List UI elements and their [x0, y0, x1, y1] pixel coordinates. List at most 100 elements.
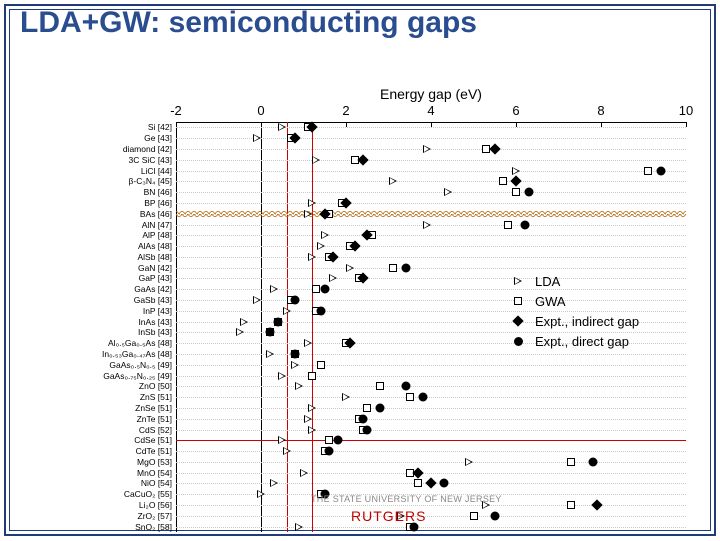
legend-label: Expt., indirect gap [535, 314, 639, 329]
highlight-vline [312, 122, 313, 532]
x-tick-mark [601, 122, 602, 127]
data-marker-cir [325, 447, 334, 456]
data-marker-sq [363, 404, 371, 412]
row-guide [176, 451, 686, 452]
x-tick-label: 8 [597, 103, 604, 118]
material-label: ZnTe [51] [76, 414, 172, 424]
row-guide [176, 386, 686, 387]
legend-marker-sq-icon [511, 297, 525, 305]
material-label: BP [46] [76, 198, 172, 208]
data-marker-tri [304, 339, 312, 347]
data-marker-sq [308, 372, 316, 380]
slide-frame: LDA+GW: semiconducting gaps Energy gap (… [4, 4, 716, 536]
data-marker-sq [644, 167, 652, 175]
data-marker-tri [278, 436, 286, 444]
data-marker-cir [291, 349, 300, 358]
data-marker-tri [346, 264, 354, 272]
legend-marker-tri-icon [511, 277, 525, 285]
material-label: CaCuO₂ [55] [76, 489, 172, 499]
material-label: diamond [42] [76, 144, 172, 154]
row-guide [176, 246, 686, 247]
row-guide [176, 354, 686, 355]
material-label: ZnSe [51] [76, 403, 172, 413]
legend: LDAGWAExpt., indirect gapExpt., direct g… [511, 271, 639, 351]
data-marker-sq [567, 458, 575, 466]
data-marker-tri [317, 242, 325, 250]
material-label: GaAs₀.₅N₀.₅ [49] [76, 360, 172, 370]
data-marker-tri [300, 469, 308, 477]
x-tick-mark [346, 122, 347, 127]
data-marker-tri [304, 415, 312, 423]
x-tick-label: 6 [512, 103, 519, 118]
row-guide [176, 430, 686, 431]
data-marker-tri [253, 296, 261, 304]
material-label: MgO [53] [76, 457, 172, 467]
data-marker-cir [316, 306, 325, 315]
data-marker-tri [308, 253, 316, 261]
data-marker-tri [295, 523, 303, 531]
legend-label: Expt., direct gap [535, 334, 629, 349]
material-label: NiO [54] [76, 478, 172, 488]
x-tick-label: 0 [257, 103, 264, 118]
legend-row: Expt., indirect gap [511, 311, 639, 331]
material-label: ZnO [50] [76, 381, 172, 391]
row-guide [176, 462, 686, 463]
row-guide [176, 192, 686, 193]
material-label: AlAs [48] [76, 241, 172, 251]
material-label: ZrO₂ [57] [76, 511, 172, 521]
data-marker-tri [512, 167, 520, 175]
wavy-annotation [176, 211, 686, 217]
data-marker-tri [240, 318, 248, 326]
material-label: In₀.₅₃Ga₀.₄₇As [48] [76, 349, 172, 359]
material-label: ZnS [51] [76, 392, 172, 402]
legend-label: GWA [535, 294, 566, 309]
material-label: GaAs₀.₇₅N₀.₂₅ [49] [76, 371, 172, 381]
data-marker-cir [359, 414, 368, 423]
material-label: Si [42] [76, 122, 172, 132]
slide-title: LDA+GW: semiconducting gaps [20, 6, 477, 40]
legend-row: GWA [511, 291, 639, 311]
data-marker-sq [414, 479, 422, 487]
data-marker-tri [308, 426, 316, 434]
data-marker-tri [291, 361, 299, 369]
data-marker-cir [291, 296, 300, 305]
data-marker-tri [308, 199, 316, 207]
x-tick-label: 10 [679, 103, 693, 118]
material-label: β-C₃N₄ [45] [76, 176, 172, 186]
legend-row: Expt., direct gap [511, 331, 639, 351]
row-guide [176, 473, 686, 474]
data-marker-cir [588, 457, 597, 466]
data-marker-tri [342, 393, 350, 401]
material-label: InP [43] [76, 306, 172, 316]
material-label: InSb [43] [76, 327, 172, 337]
data-marker-tri [444, 188, 452, 196]
data-marker-cir [439, 479, 448, 488]
data-marker-tri [304, 210, 312, 218]
row-guide [176, 149, 686, 150]
row-guide [176, 408, 686, 409]
data-marker-tri [270, 285, 278, 293]
data-marker-cir [401, 382, 410, 391]
data-marker-cir [418, 393, 427, 402]
data-marker-tri [321, 231, 329, 239]
data-marker-sq [406, 393, 414, 401]
material-label: CdTe [51] [76, 446, 172, 456]
row-guide [176, 516, 686, 517]
highlight-vline [287, 122, 288, 532]
data-marker-tri [308, 404, 316, 412]
material-label: Ge [43] [76, 133, 172, 143]
x-axis-label: Energy gap (eV) [176, 86, 686, 102]
data-marker-sq [499, 177, 507, 185]
x-tick-mark [176, 122, 177, 127]
row-guide [176, 181, 686, 182]
data-marker-cir [524, 188, 533, 197]
data-marker-tri [257, 490, 265, 498]
data-marker-tri [278, 372, 286, 380]
data-marker-cir [333, 436, 342, 445]
legend-marker-cir-icon [511, 337, 525, 346]
data-marker-sq [317, 361, 325, 369]
material-label: Li₂O [56] [76, 500, 172, 510]
row-guide [176, 419, 686, 420]
data-marker-tri [465, 458, 473, 466]
data-marker-cir [320, 285, 329, 294]
